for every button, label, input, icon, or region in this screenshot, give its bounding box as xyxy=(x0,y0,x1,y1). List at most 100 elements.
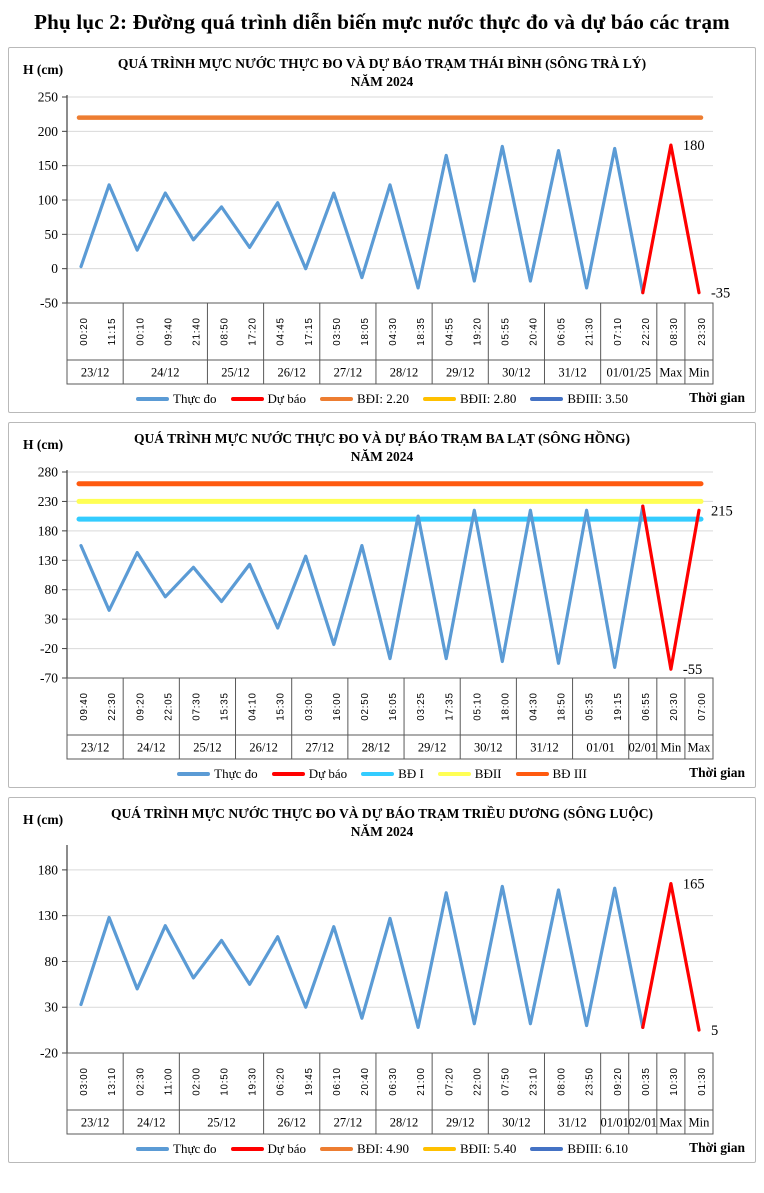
legend-line-swatch xyxy=(177,772,211,776)
legend-label: BĐIII: 3.50 xyxy=(567,391,628,406)
date-label: 02/01 xyxy=(629,1116,657,1130)
legend-line-swatch xyxy=(361,772,395,776)
date-label: 25/12 xyxy=(221,366,249,380)
y-tick-label: 280 xyxy=(38,467,59,480)
y-tick-label: 180 xyxy=(38,862,59,877)
y-tick-label: 180 xyxy=(38,523,59,538)
date-label: Max xyxy=(659,1116,683,1130)
legend-line-swatch xyxy=(530,397,564,401)
time-tick-label: 01:30 xyxy=(697,1067,708,1096)
y-axis-unit-label: H (cm) xyxy=(23,812,64,827)
y-axis-unit-label: H (cm) xyxy=(23,437,64,452)
date-axis-box xyxy=(66,1109,714,1135)
legend-label: Thực đo xyxy=(173,1141,217,1156)
y-tick-label: -70 xyxy=(40,671,58,686)
date-label: 23/12 xyxy=(81,1116,109,1130)
date-label: 01/01 xyxy=(586,741,614,755)
legend-item: Thực đo xyxy=(136,1141,217,1157)
legend-item: BĐI: 2.20 xyxy=(319,391,409,407)
date-label: 02/01 xyxy=(629,741,657,755)
time-tick-label: 07:10 xyxy=(613,317,624,346)
legend-label: BĐII xyxy=(474,766,502,781)
time-tick-label: 20:40 xyxy=(529,317,540,346)
time-tick-label: 09:40 xyxy=(163,317,174,346)
legend-item: Thực đo xyxy=(177,766,258,782)
legend-item: Thực đo xyxy=(136,391,217,407)
date-label: 30/12 xyxy=(502,366,530,380)
y-tick-label: 130 xyxy=(38,553,59,568)
time-tick-label: 08:30 xyxy=(669,317,680,346)
date-axis-box xyxy=(66,359,714,385)
date-label: 27/12 xyxy=(306,741,334,755)
time-tick-label: 15:30 xyxy=(276,692,287,721)
time-tick-label: 18:05 xyxy=(360,317,371,346)
series-line-observed xyxy=(79,144,645,295)
chart-header: H (cm) QUÁ TRÌNH MỰC NƯỚC THỰC ĐO VÀ DỰ B… xyxy=(15,52,749,92)
date-label: Min xyxy=(689,1116,711,1130)
legend-line-swatch xyxy=(271,772,305,776)
chart-legend: Thực đo Dự báo BĐ I BĐII BĐ III Thời gian xyxy=(15,763,749,785)
legend-line-swatch xyxy=(422,1147,456,1151)
time-tick-label: 08:50 xyxy=(220,317,231,346)
date-axis-box xyxy=(66,734,714,760)
legend-label: BĐ I xyxy=(398,766,424,781)
legend-item: BĐII xyxy=(437,766,502,782)
x-axis-title: Thời gian xyxy=(689,765,745,780)
series-line-observed xyxy=(79,504,645,669)
time-tick-label: 18:35 xyxy=(416,317,427,346)
legend-item: Dự báo xyxy=(230,1141,306,1157)
series-line-forecast xyxy=(641,881,701,1032)
date-label: 24/12 xyxy=(137,1116,165,1130)
date-label: 28/12 xyxy=(362,741,390,755)
legend-item: BĐIII: 6.10 xyxy=(530,1141,628,1157)
date-label: 01/01/25 xyxy=(607,366,651,380)
date-label: Min xyxy=(689,366,711,380)
time-tick-label: 06:10 xyxy=(332,1067,343,1096)
time-tick-label: 17:20 xyxy=(248,317,259,346)
legend-line-swatch xyxy=(230,1147,264,1151)
time-tick-label: 06:05 xyxy=(557,317,568,346)
x-axis-title: Thời gian xyxy=(689,1140,745,1155)
time-tick-label: 03:00 xyxy=(79,1067,90,1096)
date-label: 27/12 xyxy=(334,1116,362,1130)
date-label: 30/12 xyxy=(502,1116,530,1130)
time-tick-label: 15:35 xyxy=(220,692,231,721)
legend-item: BĐIII: 3.50 xyxy=(530,391,628,407)
charts-container: H (cm) QUÁ TRÌNH MỰC NƯỚC THỰC ĐO VÀ DỰ B… xyxy=(8,47,756,1163)
data-annotation: -55 xyxy=(683,662,702,678)
legend-line-swatch xyxy=(437,772,471,776)
time-tick-label: 05:35 xyxy=(585,692,596,721)
date-label: Max xyxy=(659,366,683,380)
time-tick-label: 06:55 xyxy=(641,692,652,721)
data-annotation: 180 xyxy=(683,138,705,154)
chart-title: QUÁ TRÌNH MỰC NƯỚC THỰC ĐO VÀ DỰ BÁO TRẠ… xyxy=(117,56,647,89)
date-label: 29/12 xyxy=(418,741,446,755)
time-tick-label: 18:00 xyxy=(500,692,511,721)
y-tick-label: 0 xyxy=(51,261,58,276)
legend-label: BĐ III xyxy=(552,766,587,781)
y-tick-label: 30 xyxy=(45,1000,59,1015)
legend-line-swatch xyxy=(515,772,549,776)
time-tick-label: 08:00 xyxy=(557,1067,568,1096)
date-label: 25/12 xyxy=(207,1116,235,1130)
time-tick-label: 00:35 xyxy=(641,1067,652,1096)
time-tick-label: 11:15 xyxy=(107,318,118,346)
date-label: 31/12 xyxy=(530,741,558,755)
y-tick-label: 230 xyxy=(38,494,59,509)
time-tick-label: 22:20 xyxy=(641,317,652,346)
legend-line-swatch xyxy=(319,397,353,401)
time-tick-label: 17:15 xyxy=(304,317,315,346)
time-tick-label: 03:25 xyxy=(416,692,427,721)
legend-label: BĐI: 4.90 xyxy=(356,1141,409,1156)
time-tick-label: 22:00 xyxy=(472,1067,483,1096)
legend-label: Dự báo xyxy=(267,1141,306,1156)
chart-title: QUÁ TRÌNH MỰC NƯỚC THỰC ĐO VÀ DỰ BÁO TRẠ… xyxy=(111,806,653,839)
time-tick-label: 13:10 xyxy=(107,1067,118,1096)
time-tick-label: 04:10 xyxy=(248,692,259,721)
time-tick-label: 21:40 xyxy=(191,317,202,346)
data-annotation: -35 xyxy=(711,286,730,302)
time-tick-label: 00:20 xyxy=(79,317,90,346)
legend-label: BĐII: 5.40 xyxy=(459,1141,517,1156)
legend-label: Dự báo xyxy=(267,391,306,406)
time-tick-label: 10:50 xyxy=(220,1067,231,1096)
